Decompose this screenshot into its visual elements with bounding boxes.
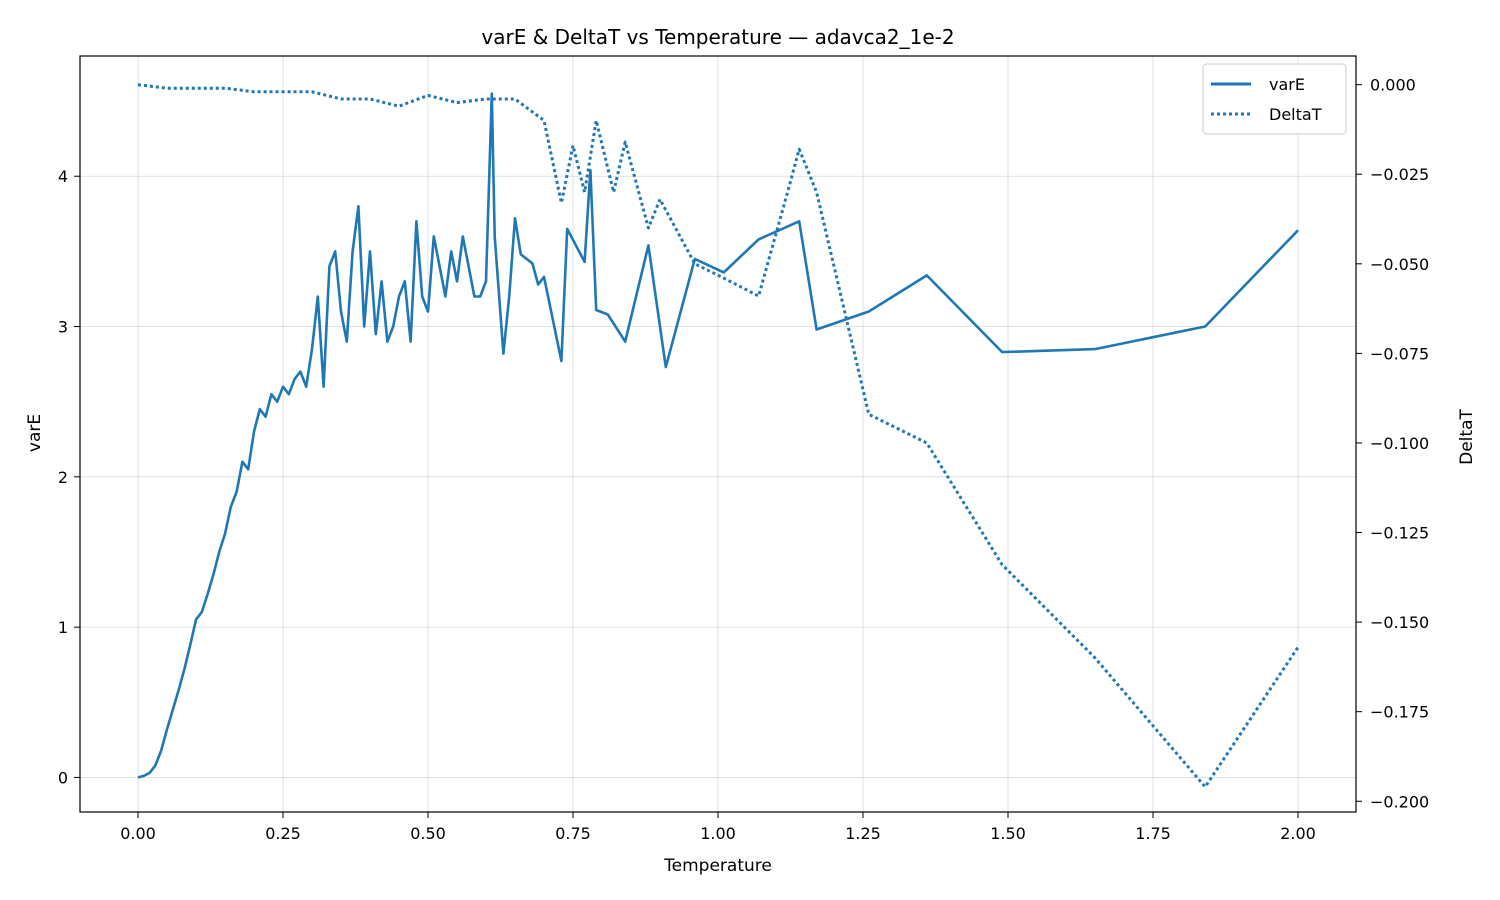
legend-box	[1202, 63, 1347, 135]
legend-label-deltat: DeltaT	[1269, 105, 1322, 124]
y-right-tick-label: −0.175	[1370, 703, 1429, 722]
y-left-tick-label: 1	[58, 618, 68, 637]
y-left-tick-label: 4	[58, 167, 68, 186]
y-right-tick-label: −0.125	[1370, 524, 1429, 543]
y-axis-left-label: varE	[25, 414, 45, 452]
grid	[80, 56, 1356, 812]
y-axis-right: 0.000 −0.025 −0.050 −0.075 −0.100 −0.125 −0.15…	[1356, 76, 1429, 811]
y-axis-right-label: DeltaT	[1457, 409, 1477, 465]
y-right-tick-label: −0.025	[1370, 165, 1429, 184]
x-tick-label: 0.75	[555, 824, 591, 843]
x-axis: 0.00 0.25 0.50 0.75 1.00 1.25 1.50 1.75 2.00	[120, 812, 1316, 843]
legend-label-vare: varE	[1269, 75, 1305, 94]
y-left-tick-label: 0	[58, 768, 68, 787]
x-tick-label: 1.25	[845, 824, 881, 843]
x-axis-label: Temperature	[663, 856, 772, 876]
y-right-tick-label: 0.000	[1370, 76, 1416, 95]
x-tick-label: 1.50	[990, 824, 1026, 843]
y-right-tick-label: −0.100	[1370, 434, 1429, 453]
x-tick-label: 1.75	[1135, 824, 1171, 843]
x-tick-label: 1.00	[700, 824, 736, 843]
x-tick-label: 0.25	[265, 824, 301, 843]
legend: varE DeltaT	[1202, 63, 1347, 135]
series-layer	[137, 83, 1300, 789]
y-right-tick-label: −0.200	[1370, 792, 1429, 811]
chart-title: varE & DeltaT vs Temperature — adavca2_1…	[481, 25, 954, 49]
x-tick-label: 0.50	[410, 824, 446, 843]
y-right-tick-label: −0.075	[1370, 344, 1429, 363]
y-axis-left: 0 1 2 3 4	[58, 167, 80, 787]
series-line-deltat	[137, 83, 1300, 789]
y-left-tick-label: 3	[58, 318, 68, 337]
x-tick-label: 0.00	[120, 824, 156, 843]
series-line-vare	[137, 92, 1299, 779]
y-right-tick-label: −0.050	[1370, 255, 1429, 274]
x-tick-label: 2.00	[1280, 824, 1316, 843]
y-right-tick-label: −0.150	[1370, 613, 1429, 632]
y-left-tick-label: 2	[58, 468, 68, 487]
